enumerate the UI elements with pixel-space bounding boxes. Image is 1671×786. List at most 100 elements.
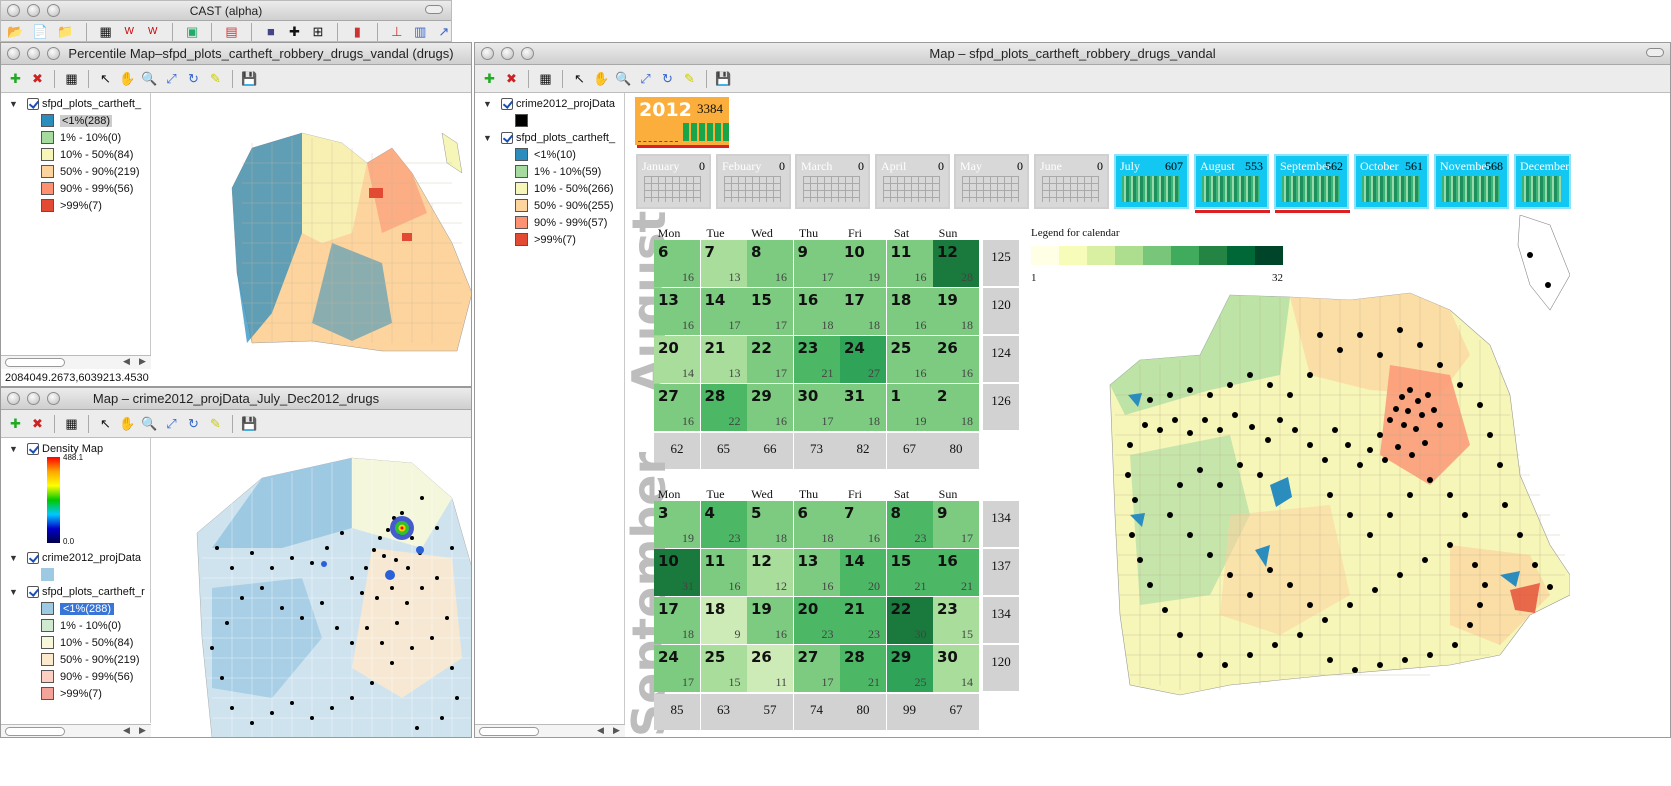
add-layer-icon[interactable]: ✚ [10,71,21,86]
table-icon[interactable]: ▦ [539,71,552,86]
day-cell[interactable]: 24 27 [840,336,886,383]
zoom-icon[interactable]: 🔍 [141,71,158,86]
month-october[interactable]: October 561 [1354,154,1429,209]
minimize-button[interactable] [27,392,40,405]
day-cell[interactable]: 11 16 [886,240,933,287]
identify-icon[interactable]: ✎ [684,71,695,86]
day-cell[interactable]: 23 15 [933,597,979,644]
day-cell[interactable]: 26 16 [933,336,979,383]
remove-layer-icon[interactable]: ✖ [32,71,43,86]
day-cell[interactable]: 3 19 [654,501,700,548]
add-layer-icon[interactable]: ✚ [484,71,495,86]
close-button[interactable] [7,392,20,405]
pan-hand-icon[interactable]: ✋ [119,416,136,431]
zoom-icon[interactable]: 🔍 [615,71,632,86]
crime-layer-row[interactable]: ▼ crime2012_projData [483,97,616,110]
day-cell[interactable]: 16 21 [933,549,979,596]
plots-layer-row[interactable]: ▼ sfpd_plots_cartheft_r [9,585,145,598]
minimize-button[interactable] [27,4,40,17]
open-folder-icon[interactable]: 📂 [7,24,24,39]
line-chart-icon[interactable]: ↗ [438,24,450,39]
day-cell[interactable]: 12 28 [933,240,979,287]
day-cell[interactable]: 18 16 [886,288,933,335]
refresh-icon[interactable]: ↻ [188,416,199,431]
zoom-button[interactable] [47,47,60,60]
day-cell[interactable]: 15 17 [747,288,793,335]
crime-layer-row[interactable]: ▼ crime2012_projData [9,551,142,564]
app-resize-pill[interactable] [425,5,443,14]
histogram-icon[interactable]: ▮ [353,24,361,39]
month-november[interactable]: November 568 [1434,154,1509,209]
day-cell[interactable]: 27 16 [654,384,700,431]
close-button[interactable] [481,47,494,60]
identify-icon[interactable]: ✎ [210,416,221,431]
zoom-icon[interactable]: 🔍 [141,416,158,431]
day-cell[interactable]: 17 18 [654,597,700,644]
day-cell[interactable]: 13 16 [793,549,840,596]
day-cell[interactable]: 14 17 [700,288,747,335]
boxplot-icon[interactable]: ⊥ [391,24,403,39]
identify-icon[interactable]: ✎ [210,71,221,86]
month-december[interactable]: December [1514,154,1571,209]
day-cell[interactable]: 13 16 [654,288,700,335]
day-cell[interactable]: 14 20 [840,549,886,596]
day-cell[interactable]: 21 23 [840,597,886,644]
plots-layer-row[interactable]: ▼ sfpd_plots_cartheft_ [483,131,616,144]
day-cell[interactable]: 28 22 [700,384,747,431]
main-hscroll[interactable]: ◀ ▶ [475,724,625,737]
day-cell[interactable]: 7 16 [840,501,886,548]
layer-checkbox[interactable] [501,131,513,144]
day-cell[interactable]: 30 14 [933,645,979,692]
day-cell[interactable]: 26 11 [747,645,793,692]
day-cell[interactable]: 15 21 [886,549,933,596]
day-cell[interactable]: 9 17 [793,240,840,287]
main-resize-pill[interactable] [1646,48,1664,57]
density-map[interactable] [152,438,471,737]
zoom-button[interactable] [521,47,534,60]
day-cell[interactable]: 7 13 [700,240,747,287]
layer-checkbox[interactable] [501,97,513,110]
day-cell[interactable]: 6 18 [793,501,840,548]
month-august[interactable]: August 553 [1194,154,1269,209]
day-cell[interactable]: 22 30 [886,597,933,644]
day-cell[interactable]: 28 21 [840,645,886,692]
day-cell[interactable]: 16 18 [793,288,840,335]
day-cell[interactable]: 31 18 [840,384,886,431]
day-cell[interactable]: 21 13 [700,336,747,383]
day-cell[interactable]: 8 23 [886,501,933,548]
map-color-icon[interactable]: ▣ [185,24,199,39]
day-cell[interactable]: 24 17 [654,645,700,692]
table-icon[interactable]: ▦ [99,24,112,39]
day-cell[interactable]: 9 17 [933,501,979,548]
minimize-button[interactable] [27,47,40,60]
day-cell[interactable]: 18 9 [700,597,747,644]
layer-checkbox[interactable] [27,585,39,598]
calendar-icon[interactable]: ▤ [225,24,238,39]
layer-checkbox[interactable] [27,97,39,110]
year-block[interactable]: 2012 3384 [635,97,729,145]
day-cell[interactable]: 6 16 [654,240,700,287]
density-layer-row[interactable]: ▼ Density Map [9,442,104,455]
save-icon[interactable]: 💾 [241,416,258,431]
bar-chart-icon[interactable]: ▥ [414,24,427,39]
select-arrow-icon[interactable]: ↖ [574,71,585,86]
day-cell[interactable]: 29 16 [747,384,793,431]
extent-icon[interactable]: ⤢ [166,416,177,431]
day-cell[interactable]: 10 31 [654,549,700,596]
day-cell[interactable]: 2 18 [933,384,979,431]
save-icon[interactable]: 💾 [715,71,732,86]
minimize-button[interactable] [501,47,514,60]
zoom-button[interactable] [47,392,60,405]
layer-checkbox[interactable] [27,551,39,564]
grid-icon[interactable]: ⊞ [312,24,324,39]
day-cell[interactable]: 12 12 [747,549,793,596]
day-cell[interactable]: 8 16 [747,240,793,287]
percentile-layer-row[interactable]: ▼ sfpd_plots_cartheft_ [9,97,142,110]
day-cell[interactable]: 17 18 [840,288,886,335]
month-july[interactable]: July 607 [1114,154,1189,209]
day-cell[interactable]: 25 15 [700,645,747,692]
scatter-icon[interactable]: ✚ [289,24,300,39]
day-cell[interactable]: 5 18 [747,501,793,548]
density-hscroll[interactable]: ◀ ▶ [1,724,151,737]
save-icon[interactable]: 💾 [241,71,258,86]
